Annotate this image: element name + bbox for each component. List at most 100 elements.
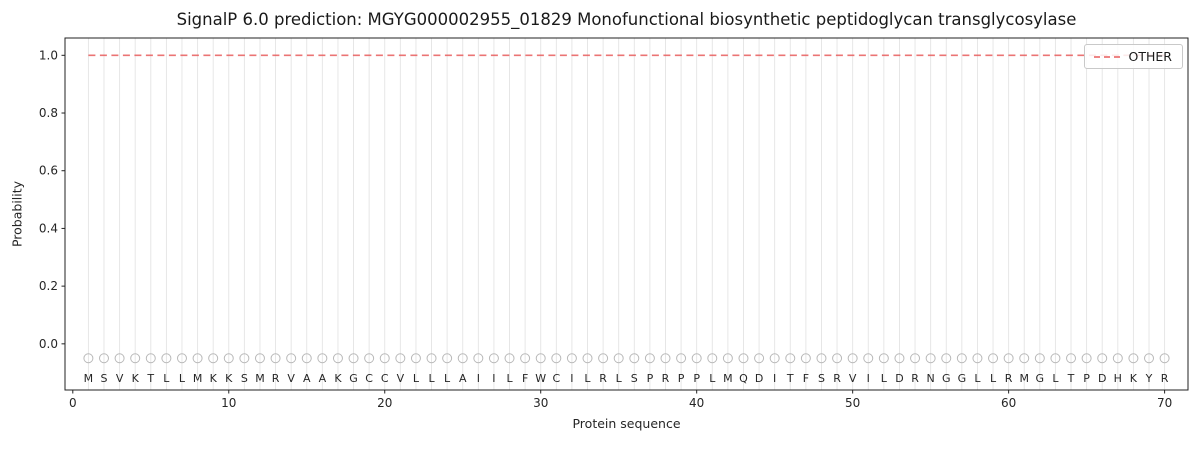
residue-letter: K <box>1130 372 1138 385</box>
legend-dash-icon <box>1093 55 1120 58</box>
residue-letter: N <box>927 372 935 385</box>
residue-marker <box>1066 353 1077 364</box>
x-axis-label: Protein sequence <box>572 416 681 431</box>
residue-marker <box>535 353 546 364</box>
residue-letter: D <box>755 372 763 385</box>
residue-letter: A <box>303 372 311 385</box>
residue-letter: P <box>1083 372 1090 385</box>
residue-marker <box>551 353 562 364</box>
residue-letter: I <box>773 372 776 385</box>
residue-letter: R <box>1005 372 1013 385</box>
residue-marker <box>644 353 655 364</box>
residue-marker <box>426 353 437 364</box>
residue-marker <box>847 353 858 364</box>
residue-letter: F <box>803 372 809 385</box>
residue-letter: W <box>535 372 546 385</box>
residue-marker <box>582 353 593 364</box>
residue-marker <box>1112 353 1123 364</box>
residue-marker <box>832 353 843 364</box>
residue-marker <box>348 353 359 364</box>
residue-marker <box>660 353 671 364</box>
residue-letter: L <box>444 372 451 385</box>
residue-letter: S <box>101 372 108 385</box>
y-tick-label: 0.2 <box>39 279 58 293</box>
residue-marker <box>1003 353 1014 364</box>
x-tick-label: 30 <box>533 396 548 410</box>
residue-marker <box>286 353 297 364</box>
residue-marker <box>317 353 328 364</box>
residue-marker <box>707 353 718 364</box>
residue-marker <box>301 353 312 364</box>
residue-marker <box>988 353 999 364</box>
y-tick-label: 0.0 <box>39 337 58 351</box>
residue-marker <box>83 353 94 364</box>
residue-letter: L <box>179 372 186 385</box>
residue-marker <box>1019 353 1030 364</box>
residue-letter: P <box>647 372 654 385</box>
residue-letter: L <box>163 372 170 385</box>
residue-marker <box>1081 353 1092 364</box>
residue-letter: L <box>1052 372 1059 385</box>
residue-letter: R <box>911 372 919 385</box>
x-tick-label: 50 <box>845 396 860 410</box>
residue-marker <box>598 353 609 364</box>
residue-marker <box>800 353 811 364</box>
residue-letter: A <box>319 372 327 385</box>
residue-letter: M <box>193 372 203 385</box>
residue-marker <box>270 353 281 364</box>
residue-marker <box>1144 353 1155 364</box>
residue-letter: R <box>599 372 607 385</box>
residue-marker <box>239 353 250 364</box>
residue-marker <box>488 353 499 364</box>
residue-letter: T <box>146 372 154 385</box>
residue-letter: T <box>1067 372 1075 385</box>
residue-letter: Q <box>739 372 748 385</box>
residue-letter: I <box>492 372 495 385</box>
residue-marker <box>504 353 515 364</box>
residue-marker <box>192 353 203 364</box>
residue-marker <box>254 353 265 364</box>
residue-marker <box>956 353 967 364</box>
residue-marker <box>878 353 889 364</box>
plot-border <box>64 37 1189 391</box>
residue-letter: T <box>786 372 794 385</box>
residue-letter: L <box>990 372 997 385</box>
residue-letter: L <box>428 372 435 385</box>
residue-letter: G <box>1036 372 1045 385</box>
residue-letter: C <box>381 372 389 385</box>
residue-marker <box>629 353 640 364</box>
residue-marker <box>332 353 343 364</box>
residue-letter: A <box>459 372 467 385</box>
residue-letter: C <box>552 372 560 385</box>
x-tick-label: 60 <box>1001 396 1016 410</box>
residue-letter: K <box>225 372 233 385</box>
residue-letter: K <box>334 372 342 385</box>
residue-letter: P <box>693 372 700 385</box>
residue-marker <box>98 353 109 364</box>
residue-marker <box>130 353 141 364</box>
residue-letter: L <box>413 372 420 385</box>
residue-marker <box>145 353 156 364</box>
residue-letter: S <box>818 372 825 385</box>
chart-title: SignalP 6.0 prediction: MGYG000002955_01… <box>176 10 1077 29</box>
residue-marker <box>910 353 921 364</box>
legend: OTHER <box>1083 44 1183 69</box>
residue-letter: R <box>1161 372 1169 385</box>
residue-letter: S <box>241 372 248 385</box>
residue-marker <box>1034 353 1045 364</box>
residue-marker <box>816 353 827 364</box>
residue-letter: L <box>709 372 716 385</box>
residue-letter: G <box>958 372 967 385</box>
residue-marker <box>863 353 874 364</box>
residue-letter: I <box>570 372 573 385</box>
residue-marker <box>722 353 733 364</box>
residue-marker <box>161 353 172 364</box>
residue-letter: D <box>1098 372 1106 385</box>
x-tick-label: 20 <box>377 396 392 410</box>
residue-letter: F <box>522 372 528 385</box>
legend-label: OTHER <box>1128 49 1172 64</box>
residue-marker <box>410 353 421 364</box>
x-tick-label: 40 <box>689 396 704 410</box>
residue-marker <box>473 353 484 364</box>
residue-marker <box>941 353 952 364</box>
